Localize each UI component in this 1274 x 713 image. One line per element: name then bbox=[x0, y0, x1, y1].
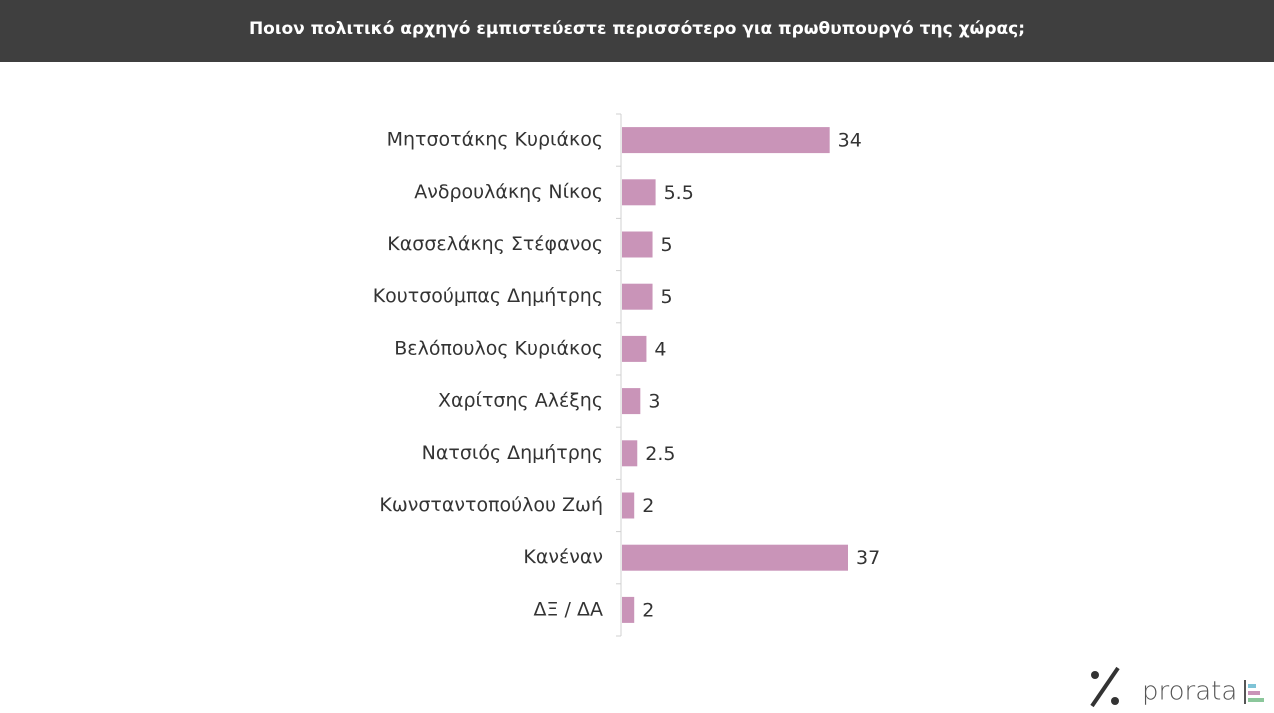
category-label: Βελόπουλος Κυριάκος bbox=[394, 337, 603, 359]
logo: prorata bbox=[1090, 666, 1264, 708]
logo-bar bbox=[1248, 684, 1256, 688]
bar bbox=[622, 492, 635, 519]
logo-dot bbox=[1091, 671, 1099, 679]
bar bbox=[622, 127, 830, 154]
category-label: Κουτσούμπας Δημήτρης bbox=[373, 285, 603, 307]
logo-dot bbox=[1111, 697, 1119, 705]
category-label: Κωνσταντοπούλου Ζωή bbox=[379, 494, 603, 516]
bar bbox=[622, 440, 638, 467]
value-label: 2 bbox=[642, 599, 654, 621]
logo-bar bbox=[1248, 698, 1264, 702]
bar bbox=[622, 283, 653, 310]
value-label: 4 bbox=[654, 338, 666, 360]
category-label: Κανέναν bbox=[523, 546, 603, 568]
brand-name: prorata bbox=[1142, 677, 1237, 707]
value-label: 3 bbox=[648, 391, 660, 413]
logo-slash bbox=[1090, 666, 1120, 708]
category-label: Μητσοτάκης Κυριάκος bbox=[387, 129, 603, 151]
bar bbox=[622, 544, 848, 571]
value-label: 37 bbox=[856, 547, 880, 569]
category-label: Ανδρουλάκης Νίκος bbox=[414, 181, 603, 203]
category-label: Χαρίτσης Αλέξης bbox=[438, 390, 603, 412]
bar bbox=[622, 388, 641, 415]
value-label: 5 bbox=[661, 234, 673, 256]
header-band bbox=[0, 0, 1274, 62]
value-label: 34 bbox=[838, 130, 862, 152]
value-label: 2 bbox=[642, 495, 654, 517]
logo-bar bbox=[1248, 691, 1260, 695]
chart-title: Ποιον πολιτικό αρχηγό εμπιστεύεστε περισ… bbox=[249, 19, 1025, 39]
bar bbox=[622, 335, 647, 362]
bar bbox=[622, 596, 635, 623]
category-label: Κασσελάκης Στέφανος bbox=[387, 233, 603, 255]
value-label: 5.5 bbox=[664, 182, 694, 204]
value-label: 5 bbox=[661, 286, 673, 308]
bar bbox=[622, 179, 656, 206]
category-label: Νατσιός Δημήτρης bbox=[422, 442, 603, 464]
value-label: 2.5 bbox=[645, 443, 675, 465]
category-label: ΔΞ / ΔΑ bbox=[534, 598, 603, 620]
bar bbox=[622, 231, 653, 258]
